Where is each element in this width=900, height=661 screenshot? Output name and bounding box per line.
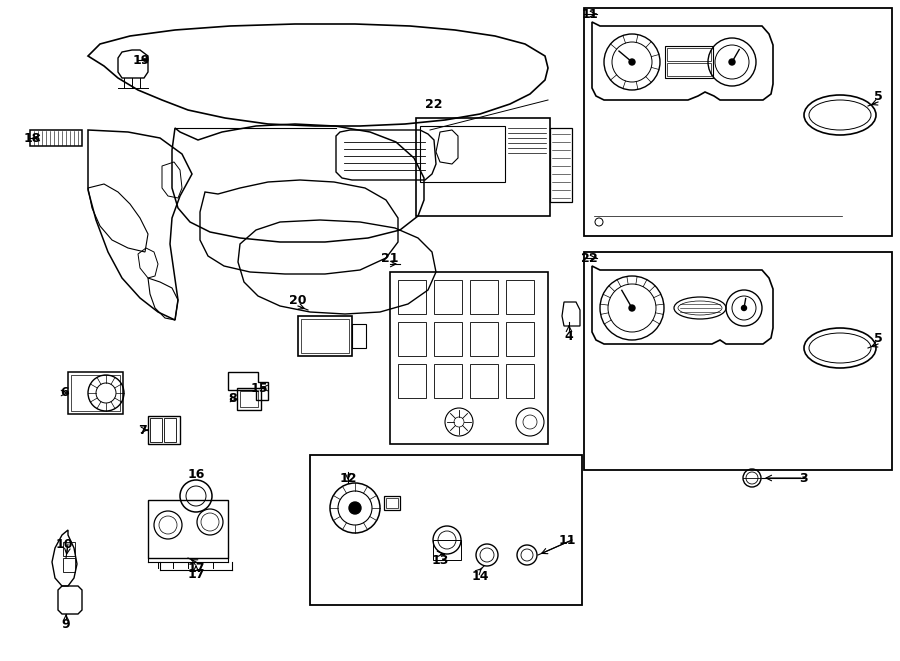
Bar <box>584 252 892 470</box>
Text: 6: 6 <box>60 387 68 399</box>
Text: 19: 19 <box>132 54 150 67</box>
Text: 7: 7 <box>138 424 147 436</box>
Bar <box>434 364 462 398</box>
Text: 12: 12 <box>339 471 356 485</box>
Bar <box>301 319 349 353</box>
Text: 4: 4 <box>564 329 573 342</box>
Circle shape <box>349 502 361 514</box>
Bar <box>386 498 398 508</box>
Bar <box>164 418 176 442</box>
Text: 9: 9 <box>62 617 70 631</box>
Text: 2: 2 <box>581 251 590 264</box>
Bar <box>416 118 550 216</box>
Bar <box>310 455 582 605</box>
Bar <box>71 375 120 411</box>
Text: 13: 13 <box>431 553 449 566</box>
Bar <box>665 46 713 78</box>
Bar <box>584 8 892 236</box>
Text: 10: 10 <box>56 537 74 551</box>
Text: 5: 5 <box>874 89 882 102</box>
Text: 2: 2 <box>589 251 598 264</box>
Bar <box>398 364 426 398</box>
Bar <box>150 418 162 442</box>
Bar <box>398 280 426 314</box>
Bar <box>398 322 426 356</box>
Bar <box>148 500 228 558</box>
Text: 17: 17 <box>187 561 205 574</box>
Bar <box>298 316 352 356</box>
Text: 17: 17 <box>187 568 205 580</box>
Text: 14: 14 <box>472 570 489 582</box>
Text: 21: 21 <box>382 251 399 264</box>
Bar <box>506 364 534 398</box>
Bar <box>470 280 498 314</box>
Bar <box>506 280 534 314</box>
Text: 3: 3 <box>799 471 808 485</box>
Circle shape <box>742 305 746 311</box>
Bar <box>550 128 572 202</box>
Text: 20: 20 <box>289 293 307 307</box>
Circle shape <box>629 59 635 65</box>
Text: 11: 11 <box>559 533 576 547</box>
Bar <box>68 372 123 414</box>
Bar <box>470 322 498 356</box>
Bar <box>420 126 505 182</box>
Text: 1: 1 <box>589 7 598 20</box>
Bar <box>352 324 366 348</box>
Circle shape <box>729 59 735 65</box>
Bar <box>434 322 462 356</box>
Text: 8: 8 <box>228 393 237 405</box>
Text: 16: 16 <box>187 467 204 481</box>
Bar <box>506 322 534 356</box>
Bar <box>390 272 548 444</box>
Bar <box>30 130 82 146</box>
Bar <box>237 388 261 410</box>
Text: 22: 22 <box>425 98 443 110</box>
Bar <box>148 416 180 444</box>
Bar <box>434 280 462 314</box>
Text: 15: 15 <box>250 381 268 395</box>
Bar <box>667 63 711 76</box>
Bar <box>240 391 258 407</box>
Text: 1: 1 <box>581 7 590 20</box>
Text: 18: 18 <box>24 132 41 145</box>
Bar <box>470 364 498 398</box>
Circle shape <box>629 305 635 311</box>
Bar <box>63 558 75 572</box>
Bar <box>384 496 400 510</box>
Text: 5: 5 <box>874 332 882 344</box>
Bar <box>667 48 711 61</box>
Bar <box>63 542 75 556</box>
